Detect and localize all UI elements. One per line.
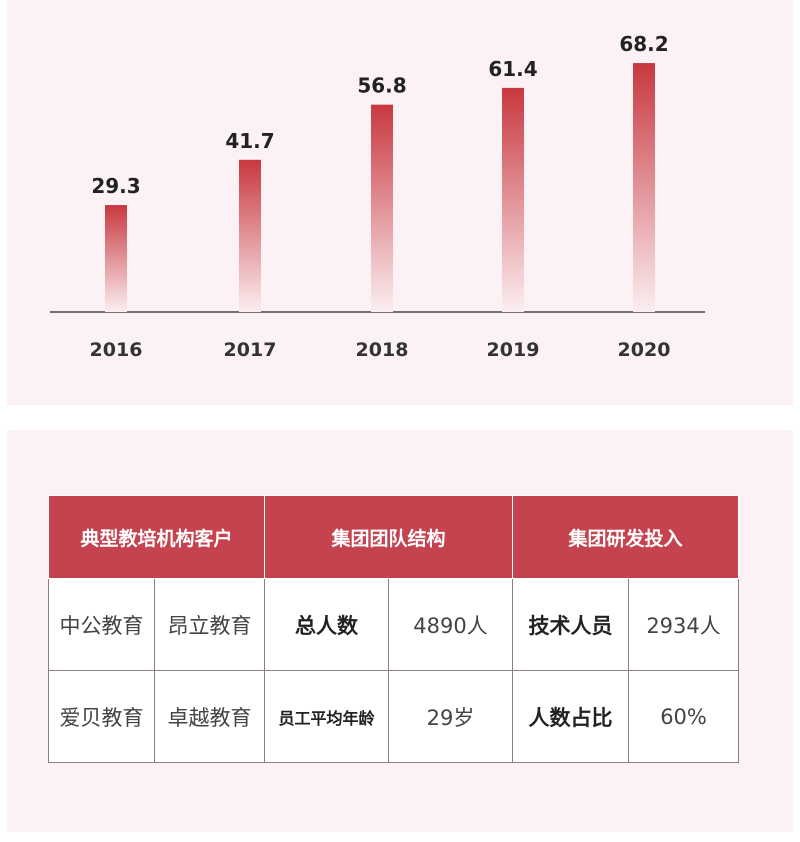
bar-chart-panel: 29.3 2016 41.7 2017 56.8 2018 61.4 2019 68.2 2020 bbox=[7, 0, 793, 405]
table-row: 中公教育 昂立教育 总人数 4890人 技术人员 2934人 bbox=[48, 578, 740, 671]
data-label: 68.2 bbox=[619, 32, 668, 56]
info-table-panel: 典型教培机构客户 集团团队结构 集团研发投入 中公教育 昂立教育 总人数 489… bbox=[7, 430, 793, 832]
data-label: 41.7 bbox=[225, 129, 274, 153]
header-clients: 典型教培机构客户 bbox=[47, 495, 266, 579]
client-cell: 卓越教育 bbox=[153, 670, 266, 763]
x-tick-label: 2016 bbox=[90, 339, 143, 361]
info-table: 典型教培机构客户 集团团队结构 集团研发投入 中公教育 昂立教育 总人数 489… bbox=[47, 495, 740, 763]
table-row: 爱贝教育 卓越教育 员工平均年龄 29岁 人数占比 60% bbox=[48, 670, 740, 763]
client-cell: 爱贝教育 bbox=[48, 670, 155, 763]
rd-value-cell: 2934人 bbox=[628, 578, 740, 671]
x-tick-label: 2017 bbox=[224, 339, 277, 361]
x-tick-label: 2018 bbox=[356, 339, 409, 361]
bar-2019 bbox=[502, 87, 524, 312]
rd-label-cell: 技术人员 bbox=[512, 578, 630, 671]
data-label: 56.8 bbox=[357, 74, 406, 98]
rd-label-cell: 人数占比 bbox=[512, 670, 630, 763]
bar-2017 bbox=[239, 159, 261, 312]
bar-2016 bbox=[105, 205, 127, 312]
x-tick-label: 2020 bbox=[618, 339, 671, 361]
team-label-cell: 总人数 bbox=[264, 578, 390, 671]
team-value-cell: 4890人 bbox=[388, 578, 514, 671]
x-tick-label: 2019 bbox=[487, 339, 540, 361]
bar-2018 bbox=[371, 104, 393, 313]
client-cell: 昂立教育 bbox=[153, 578, 266, 671]
header-rd-investment: 集团研发投入 bbox=[512, 495, 740, 579]
data-label: 61.4 bbox=[488, 57, 537, 81]
data-label: 29.3 bbox=[91, 174, 140, 198]
client-cell: 中公教育 bbox=[48, 578, 155, 671]
rd-value-cell: 60% bbox=[628, 670, 740, 763]
bar-2020 bbox=[633, 63, 655, 312]
team-label-cell: 员工平均年龄 bbox=[264, 670, 390, 763]
header-team-structure: 集团团队结构 bbox=[264, 495, 514, 579]
team-value-cell: 29岁 bbox=[388, 670, 514, 763]
bar-chart: 29.3 2016 41.7 2017 56.8 2018 61.4 2019 68.2 2020 bbox=[50, 32, 705, 361]
